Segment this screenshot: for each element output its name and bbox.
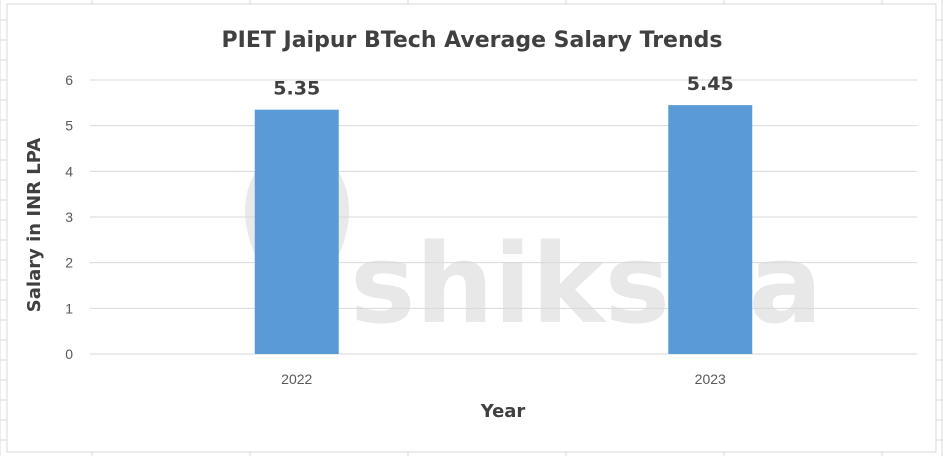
chart-title: PIET Jaipur BTech Average Salary Trends [222,28,723,53]
data-label-2022: 5.35 [273,78,320,100]
x-tick-label: 2022 [281,371,312,387]
bars [254,105,753,354]
y-tick-label: 2 [65,255,73,271]
x-axis-title: Year [480,401,526,422]
y-tick-label: 5 [65,118,73,134]
y-tick-label: 4 [65,163,73,179]
y-axis-ticks: 0 1 2 3 4 5 6 [65,72,73,362]
y-tick-label: 6 [65,72,73,88]
y-axis-title: Salary in INR LPA [24,138,45,312]
data-label-2023: 5.45 [687,73,734,95]
chart-area [6,3,937,453]
x-tick-label: 2023 [695,371,726,387]
data-labels: 5.35 5.45 [273,73,733,100]
x-axis-ticks: 2022 2023 [281,371,726,387]
bar-2023 [668,105,753,354]
bar-2022 [254,109,339,354]
y-tick-label: 3 [65,209,73,225]
gridlines [90,79,917,355]
y-tick-label: 0 [65,346,73,362]
y-tick-label: 1 [65,300,73,316]
